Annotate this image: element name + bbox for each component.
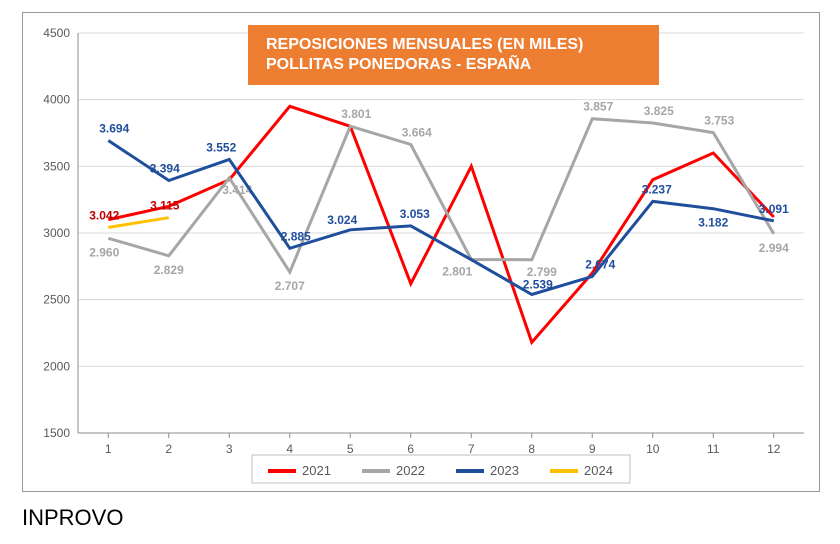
data-label: 2.801 — [442, 265, 472, 279]
data-label: 2.885 — [281, 229, 311, 243]
x-axis-label: 10 — [646, 442, 660, 456]
data-label: 3.115 — [150, 199, 180, 213]
x-axis-label: 11 — [707, 442, 720, 456]
legend-label: 2022 — [396, 463, 425, 478]
data-label: 3.664 — [402, 125, 432, 139]
data-label: 3.825 — [644, 104, 674, 118]
x-axis-label: 1 — [105, 442, 112, 456]
x-axis-label: 6 — [407, 442, 414, 456]
x-axis-label: 4 — [286, 442, 293, 456]
y-axis-label: 2500 — [43, 293, 70, 307]
y-axis-label: 4500 — [43, 26, 70, 40]
data-label: 3.237 — [642, 182, 672, 196]
x-axis-label: 9 — [589, 442, 596, 456]
data-label: 3.042 — [89, 208, 119, 222]
data-label: 2.960 — [89, 245, 119, 259]
data-label: 3.552 — [206, 140, 236, 154]
data-label: 2.994 — [759, 241, 789, 255]
series-2023 — [108, 141, 774, 295]
data-label: 2.707 — [275, 279, 305, 293]
legend-label: 2021 — [302, 463, 331, 478]
chart-title-line2: POLLITAS PONEDORAS - ESPAÑA — [266, 55, 641, 75]
chart-title-line1: REPOSICIONES MENSUALES (EN MILES) — [266, 35, 641, 55]
chart-container: REPOSICIONES MENSUALES (EN MILES) POLLIT… — [22, 12, 820, 492]
legend-label: 2024 — [584, 463, 613, 478]
x-axis-label: 3 — [226, 442, 233, 456]
data-label: 3.394 — [150, 161, 180, 175]
data-label: 3.857 — [583, 100, 613, 114]
y-axis-label: 1500 — [43, 426, 70, 440]
data-label: 2.829 — [154, 263, 184, 277]
data-label: 3.182 — [698, 216, 728, 230]
data-label: 3.024 — [327, 213, 357, 227]
legend-label: 2023 — [490, 463, 519, 478]
x-axis-label: 8 — [528, 442, 535, 456]
chart-title: REPOSICIONES MENSUALES (EN MILES) POLLIT… — [248, 25, 659, 85]
y-axis-label: 3500 — [43, 159, 70, 173]
y-axis-label: 4000 — [43, 93, 70, 107]
data-label: 2.674 — [585, 257, 615, 271]
x-axis-label: 5 — [347, 442, 354, 456]
x-axis-label: 12 — [767, 442, 781, 456]
source-label: INPROVO — [22, 505, 123, 531]
y-axis-label: 2000 — [43, 359, 70, 373]
y-axis-label: 3000 — [43, 226, 70, 240]
data-label: 2.539 — [523, 277, 553, 291]
data-label: 3.801 — [341, 107, 371, 121]
x-axis-label: 7 — [468, 442, 475, 456]
data-label: 3.753 — [704, 114, 734, 128]
data-label: 3.694 — [99, 121, 129, 135]
x-axis-label: 2 — [165, 442, 172, 456]
data-label: 3.091 — [759, 202, 789, 216]
data-label: 3.053 — [400, 207, 430, 221]
